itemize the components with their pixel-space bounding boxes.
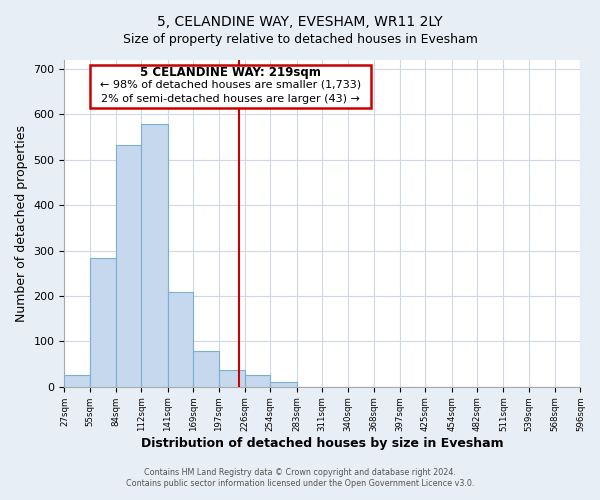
Bar xyxy=(245,376,270,387)
Bar xyxy=(168,292,193,387)
Bar xyxy=(193,350,218,387)
FancyBboxPatch shape xyxy=(90,64,371,108)
Text: Size of property relative to detached houses in Evesham: Size of property relative to detached ho… xyxy=(122,32,478,46)
Text: Contains HM Land Registry data © Crown copyright and database right 2024.
Contai: Contains HM Land Registry data © Crown c… xyxy=(126,468,474,487)
Text: 5, CELANDINE WAY, EVESHAM, WR11 2LY: 5, CELANDINE WAY, EVESHAM, WR11 2LY xyxy=(157,15,443,29)
Text: ← 98% of detached houses are smaller (1,733): ← 98% of detached houses are smaller (1,… xyxy=(100,79,361,89)
Bar xyxy=(116,145,142,387)
Bar xyxy=(64,376,90,387)
Bar xyxy=(270,382,296,387)
Bar xyxy=(90,258,116,387)
Bar xyxy=(142,124,168,387)
X-axis label: Distribution of detached houses by size in Evesham: Distribution of detached houses by size … xyxy=(141,437,504,450)
Text: 2% of semi-detached houses are larger (43) →: 2% of semi-detached houses are larger (4… xyxy=(101,94,360,104)
Bar xyxy=(218,370,245,387)
Text: 5 CELANDINE WAY: 219sqm: 5 CELANDINE WAY: 219sqm xyxy=(140,66,321,79)
Y-axis label: Number of detached properties: Number of detached properties xyxy=(15,125,28,322)
